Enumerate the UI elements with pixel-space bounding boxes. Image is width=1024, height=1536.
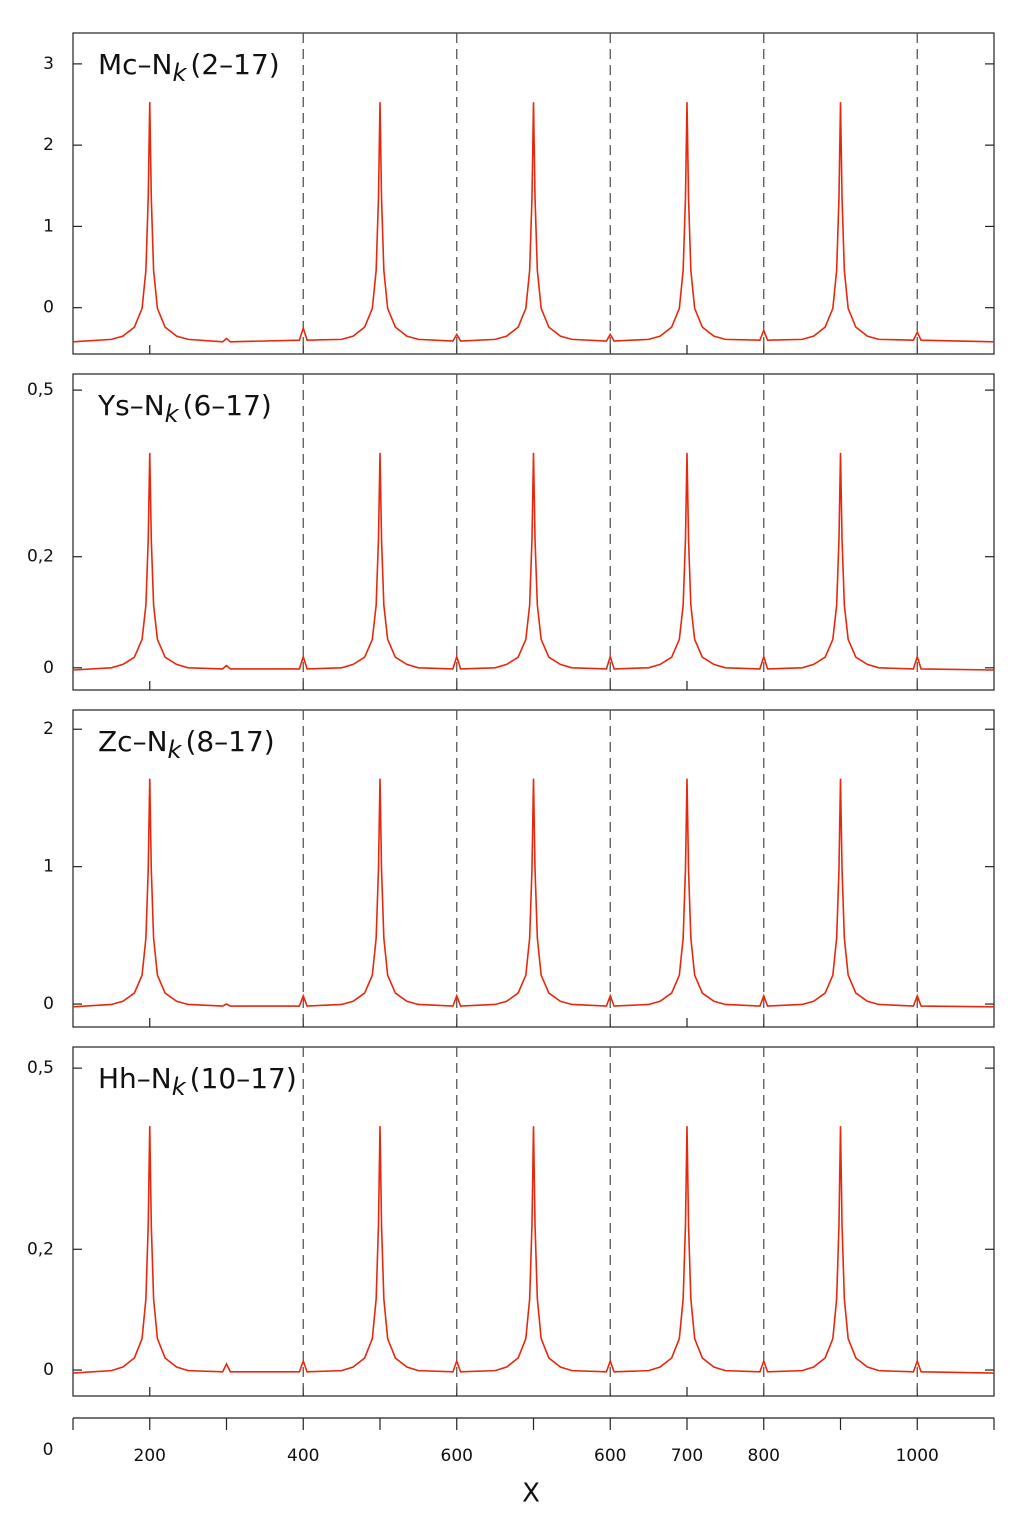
y-tick-label: 1 bbox=[43, 857, 54, 877]
title-part: Hh–N bbox=[98, 1062, 172, 1095]
title-subscript: k bbox=[173, 59, 188, 87]
y-tick-label: 2 bbox=[43, 719, 54, 739]
title-subscript: k bbox=[165, 400, 180, 428]
data-line bbox=[72, 778, 995, 1008]
title-part: (2–17) bbox=[190, 48, 279, 81]
y-tick-label: 1 bbox=[43, 216, 54, 236]
title-part: Zc–N bbox=[98, 725, 168, 758]
panel: 0 1 2 Zc–Nk (8–17) bbox=[43, 709, 995, 1028]
y-tick-label: 3 bbox=[43, 54, 54, 74]
panel-title: Ys–Nk (6–17) bbox=[97, 389, 272, 428]
panel-title: Hh–Nk (10–17) bbox=[98, 1062, 297, 1101]
x-tick-label: 600 bbox=[441, 1446, 473, 1466]
x-tick-label: 600 bbox=[594, 1446, 626, 1466]
title-subscript: k bbox=[168, 736, 183, 764]
panel-title: Zc–Nk (8–17) bbox=[98, 725, 275, 764]
panel-title: Mc–Nk (2–17) bbox=[98, 48, 280, 87]
title-part: (6–17) bbox=[183, 389, 272, 422]
y-tick-label: 0 bbox=[43, 1360, 54, 1380]
data-line bbox=[72, 452, 995, 671]
plot-frame bbox=[72, 1046, 995, 1397]
y-tick-label: 0 bbox=[43, 298, 54, 318]
y-tick-label: 0 bbox=[43, 994, 54, 1014]
plot-frame bbox=[72, 32, 995, 355]
plot-frame bbox=[72, 373, 995, 691]
title-part: (8–17) bbox=[185, 725, 274, 758]
data-line bbox=[72, 1126, 995, 1374]
plot-frame bbox=[72, 709, 995, 1028]
y-tick-label: 0,2 bbox=[27, 547, 54, 567]
title-part: (10–17) bbox=[190, 1062, 297, 1095]
y-tick-label: 0,2 bbox=[27, 1239, 54, 1259]
data-line bbox=[72, 102, 995, 343]
y-tick-label: 0 bbox=[43, 658, 54, 678]
title-subscript: k bbox=[172, 1073, 187, 1101]
x-tick-label: 200 bbox=[134, 1446, 166, 1466]
x-axis-label: X bbox=[522, 1479, 540, 1509]
title-part: Mc–N bbox=[98, 48, 173, 81]
panel: 0 0,2 0,5 Hh–Nk (10–17) bbox=[27, 1046, 995, 1397]
y-tick-label: 0,5 bbox=[27, 1058, 54, 1078]
panel: 0 1 2 3 Mc–Nk (2–17) bbox=[43, 32, 995, 355]
y-tick-label: 0,5 bbox=[27, 380, 54, 400]
title-part: Ys–N bbox=[97, 389, 165, 422]
x-tick-label: 800 bbox=[748, 1446, 780, 1466]
origin-label: 0 bbox=[43, 1440, 54, 1460]
x-tick-label: 700 bbox=[671, 1446, 703, 1466]
x-tick-label: 1000 bbox=[896, 1446, 939, 1466]
y-tick-label: 2 bbox=[43, 135, 54, 155]
panel: 0 0,2 0,5 Ys–Nk (6–17) bbox=[27, 373, 995, 691]
x-tick-label: 400 bbox=[287, 1446, 319, 1466]
